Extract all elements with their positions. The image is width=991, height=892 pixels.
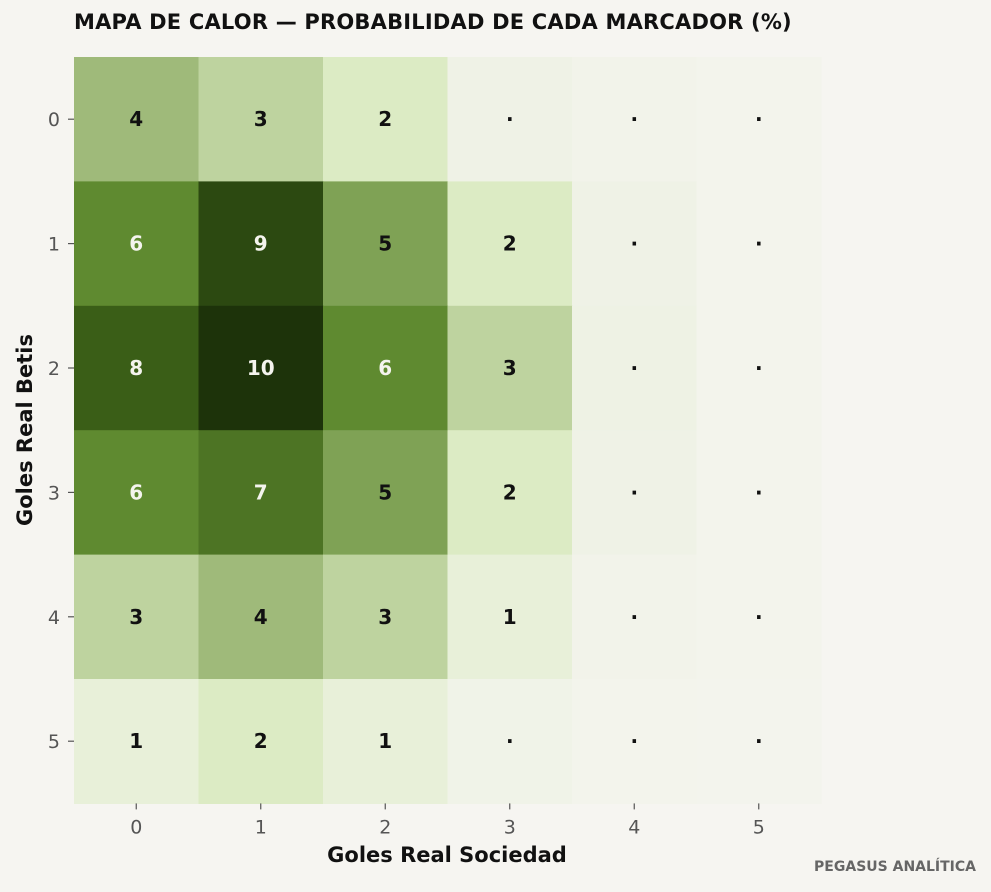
heatmap-cell — [447, 554, 573, 680]
heatmap-cell — [572, 57, 698, 182]
heatmap-cell — [696, 57, 822, 182]
heatmap-cell — [74, 554, 200, 680]
y-tick-label: 4 — [48, 607, 60, 629]
cell-label: · — [506, 729, 514, 753]
heatmap-cell — [572, 181, 698, 307]
heatmap-cell — [323, 305, 449, 431]
cell-label: 4 — [129, 107, 143, 131]
cell-label: 9 — [254, 232, 268, 256]
cell-label: · — [630, 232, 638, 256]
heatmap-cell — [198, 181, 324, 307]
x-tick-label: 0 — [130, 816, 142, 838]
cell-label: · — [755, 356, 763, 380]
cell-label: · — [755, 729, 763, 753]
cell-label: · — [755, 232, 763, 256]
cell-label: · — [630, 605, 638, 629]
x-tick-label: 2 — [379, 816, 391, 838]
heatmap-cell — [74, 57, 200, 182]
heatmap-cell — [198, 57, 324, 182]
heatmap-cell — [572, 305, 698, 431]
cell-label: 2 — [503, 232, 517, 256]
cell-label: · — [630, 107, 638, 131]
y-axis-label: Goles Real Betis — [13, 334, 37, 526]
heatmap-cell — [696, 430, 822, 556]
cell-label: 4 — [254, 605, 268, 629]
heatmap-cell — [572, 430, 698, 556]
y-tick-label: 0 — [48, 109, 60, 131]
heatmap-cell — [447, 57, 573, 182]
heatmap-cell — [696, 679, 822, 804]
cell-label: 6 — [129, 232, 143, 256]
x-axis-label: Goles Real Sociedad — [327, 843, 567, 867]
cell-label: 3 — [378, 605, 392, 629]
y-tick-label: 2 — [48, 358, 60, 380]
heatmap-cell — [447, 679, 573, 804]
cell-label: · — [506, 107, 514, 131]
watermark: PEGASUS ANALÍTICA — [814, 859, 976, 875]
cell-label: · — [755, 107, 763, 131]
y-tick-label: 1 — [48, 234, 60, 256]
cell-label: · — [630, 729, 638, 753]
cell-label: 1 — [503, 605, 517, 629]
cell-label: 3 — [129, 605, 143, 629]
chart-title: MAPA DE CALOR — PROBABILIDAD DE CADA MAR… — [74, 10, 792, 34]
heatmap-cell — [696, 305, 822, 431]
heatmap-cell — [198, 305, 324, 431]
cell-label: · — [755, 480, 763, 504]
cell-label: 6 — [378, 356, 392, 380]
heatmap-cell — [74, 181, 200, 307]
heatmap-cell — [74, 430, 200, 556]
heatmap-cell — [198, 554, 324, 680]
cell-label: 2 — [503, 480, 517, 504]
cell-label: 3 — [254, 107, 268, 131]
heatmap-cell — [198, 679, 324, 804]
cell-label: 2 — [378, 107, 392, 131]
x-tick-label: 3 — [504, 816, 516, 838]
heatmap-cell — [323, 430, 449, 556]
cell-label: 2 — [254, 729, 268, 753]
heatmap-cell — [323, 181, 449, 307]
heatmap-cell — [447, 305, 573, 431]
cell-label: · — [630, 356, 638, 380]
cell-label: 5 — [378, 232, 392, 256]
cell-label: 3 — [503, 356, 517, 380]
heatmap-cell — [696, 554, 822, 680]
heatmap-cell — [323, 679, 449, 804]
cell-label: · — [755, 605, 763, 629]
x-tick-label: 4 — [628, 816, 640, 838]
cell-label: 5 — [378, 480, 392, 504]
cell-label: 1 — [129, 729, 143, 753]
heatmap-cell — [447, 430, 573, 556]
y-tick-label: 3 — [48, 482, 60, 504]
heatmap-cell — [74, 305, 200, 431]
heatmap-cell — [696, 181, 822, 307]
y-tick-label: 5 — [48, 731, 60, 753]
cell-label: · — [630, 480, 638, 504]
heatmap-cell — [572, 554, 698, 680]
heatmap-cell — [447, 181, 573, 307]
heatmap-cell — [74, 679, 200, 804]
x-tick-label: 5 — [753, 816, 765, 838]
cell-label: 1 — [378, 729, 392, 753]
heatmap-cell — [323, 554, 449, 680]
heatmap-cell — [198, 430, 324, 556]
heatmap-cell — [572, 679, 698, 804]
cell-label: 8 — [129, 356, 143, 380]
cell-label: 7 — [254, 480, 268, 504]
heatmap-cell — [323, 57, 449, 182]
cell-label: 6 — [129, 480, 143, 504]
cell-label: 10 — [247, 356, 275, 380]
x-tick-label: 1 — [255, 816, 267, 838]
